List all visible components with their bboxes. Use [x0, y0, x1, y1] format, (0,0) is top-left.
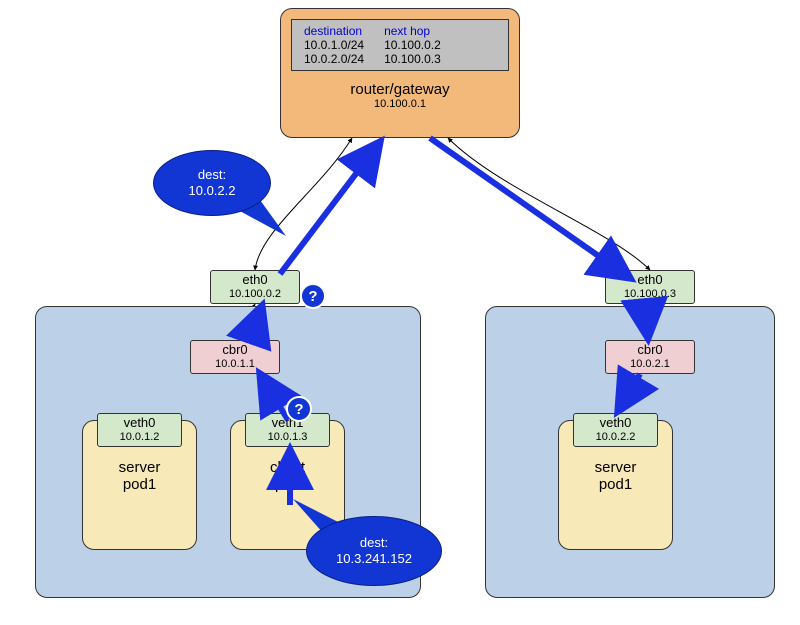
iface-ip: 10.0.1.3	[246, 431, 329, 444]
iface-ip: 10.0.1.1	[191, 358, 279, 371]
link-edge	[448, 138, 650, 270]
dest-bubble-text: dest: 10.0.2.2	[189, 167, 236, 198]
iface-ip: 10.0.1.2	[98, 431, 181, 444]
routing-table: destination10.0.1.0/2410.0.2.0/24 next ho…	[291, 19, 509, 71]
iface-ip: 10.0.2.1	[606, 358, 694, 371]
router-box: destination10.0.1.0/2410.0.2.0/24 next ho…	[280, 8, 520, 138]
iface-cbr0: cbr010.0.2.1	[605, 340, 695, 374]
iface-name: cbr0	[637, 342, 662, 357]
link-edge	[255, 138, 352, 270]
question-badge: ?	[286, 396, 312, 422]
routing-table-dest-header: destination	[304, 24, 364, 38]
dest-bubble-text: dest: 10.3.241.152	[336, 535, 412, 566]
routing-table-dest: 10.0.2.0/24	[304, 52, 364, 66]
iface-ip: 10.100.0.3	[606, 288, 694, 301]
iface-eth0: eth010.100.0.3	[605, 270, 695, 304]
iface-eth0: eth010.100.0.2	[210, 270, 300, 304]
iface-ip: 10.100.0.2	[211, 288, 299, 301]
pod-label-1: server	[595, 459, 637, 476]
question-badge: ?	[300, 283, 326, 309]
iface-name: eth0	[637, 272, 662, 287]
pod-label-2: pod1	[599, 476, 632, 493]
pod-label-1: client	[270, 459, 305, 476]
iface-veth0: veth010.0.2.2	[573, 413, 658, 447]
routing-table-hop-header: next hop	[384, 24, 441, 38]
routing-table-dest: 10.0.1.0/24	[304, 38, 364, 52]
dest-bubble: dest: 10.0.2.2	[153, 150, 271, 216]
iface-name: veth0	[124, 415, 156, 430]
pod-label-2: pod1	[123, 476, 156, 493]
flow-arrow	[430, 138, 630, 278]
pod-label-2: pod	[275, 476, 300, 493]
routing-table-hop: 10.100.0.2	[384, 38, 441, 52]
router-ip: 10.100.0.1	[281, 98, 519, 110]
flow-arrow	[280, 142, 380, 274]
router-label: router/gateway	[281, 81, 519, 98]
iface-ip: 10.0.2.2	[574, 431, 657, 444]
routing-table-hop: 10.100.0.3	[384, 52, 441, 66]
iface-veth1: veth110.0.1.3	[245, 413, 330, 447]
iface-veth0: veth010.0.1.2	[97, 413, 182, 447]
pod-label-1: server	[119, 459, 161, 476]
dest-bubble: dest: 10.3.241.152	[306, 516, 442, 586]
iface-cbr0: cbr010.0.1.1	[190, 340, 280, 374]
iface-name: cbr0	[222, 342, 247, 357]
iface-name: eth0	[242, 272, 267, 287]
iface-name: veth0	[600, 415, 632, 430]
